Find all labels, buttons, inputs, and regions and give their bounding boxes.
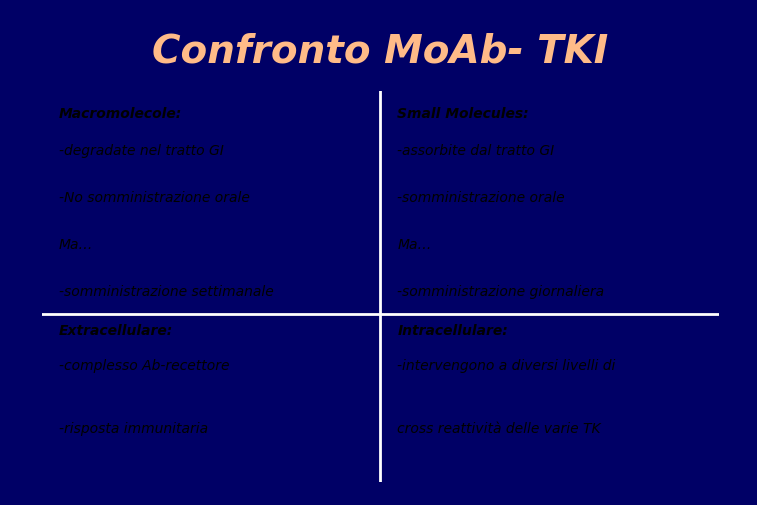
Text: Intracellulare:: Intracellulare: <box>397 324 508 338</box>
Text: cross reattività delle varie TK: cross reattività delle varie TK <box>397 422 601 436</box>
Text: Small Molecules:: Small Molecules: <box>397 107 529 121</box>
Text: -somministrazione settimanale: -somministrazione settimanale <box>58 285 273 298</box>
Text: Ma…: Ma… <box>397 238 431 251</box>
Text: Ma…: Ma… <box>58 238 93 251</box>
Text: -degradate nel tratto GI: -degradate nel tratto GI <box>58 144 223 158</box>
Text: -somministrazione orale: -somministrazione orale <box>397 191 565 205</box>
Text: -assorbite dal tratto GI: -assorbite dal tratto GI <box>397 144 555 158</box>
Text: -intervengono a diversi livelli di: -intervengono a diversi livelli di <box>397 359 615 373</box>
Text: -complesso Ab-recettore: -complesso Ab-recettore <box>58 359 229 373</box>
Text: -No somministrazione orale: -No somministrazione orale <box>58 191 250 205</box>
Text: -risposta immunitaria: -risposta immunitaria <box>58 422 207 436</box>
Text: Confronto MoAb- TKI: Confronto MoAb- TKI <box>152 33 609 71</box>
Text: Macromolecole:: Macromolecole: <box>58 107 182 121</box>
Text: Extracellulare:: Extracellulare: <box>58 324 173 338</box>
Text: -somministrazione giornaliera: -somministrazione giornaliera <box>397 285 604 298</box>
